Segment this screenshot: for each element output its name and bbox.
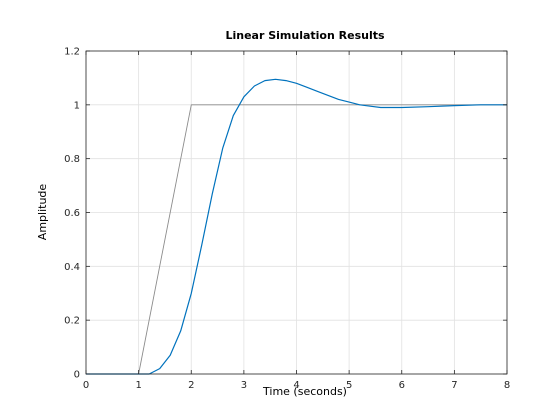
response-line — [86, 78, 507, 375]
y-tick-label: 0.8 — [64, 154, 80, 165]
x-tick-label: 1 — [135, 380, 141, 391]
x-tick-label: 5 — [346, 380, 352, 391]
x-axis-label: Time (seconds) — [262, 385, 347, 398]
y-tick-label: 0.2 — [64, 316, 80, 327]
chart-title: Linear Simulation Results — [225, 29, 385, 42]
y-tick-label: 1.2 — [64, 47, 80, 58]
y-tick-label: 1 — [74, 100, 80, 111]
tick-marks — [85, 50, 508, 375]
y-tick-label: 0.6 — [64, 208, 80, 219]
y-tick-label: 0 — [74, 370, 80, 381]
x-tick-label: 4 — [293, 380, 299, 391]
x-tick-label: 8 — [504, 380, 510, 391]
x-tick-label: 2 — [188, 380, 194, 391]
x-tick-label: 0 — [83, 380, 89, 391]
y-axis-label: Amplitude — [36, 184, 49, 241]
x-tick-label: 6 — [399, 380, 405, 391]
x-tick-labels: 0 1 2 3 4 5 6 7 8 — [83, 380, 510, 391]
x-tick-label: 3 — [241, 380, 247, 391]
y-tick-labels: 0 0.2 0.4 0.6 0.8 1 1.2 — [64, 47, 80, 381]
x-tick-label: 7 — [451, 380, 457, 391]
y-tick-label: 0.4 — [64, 262, 80, 273]
